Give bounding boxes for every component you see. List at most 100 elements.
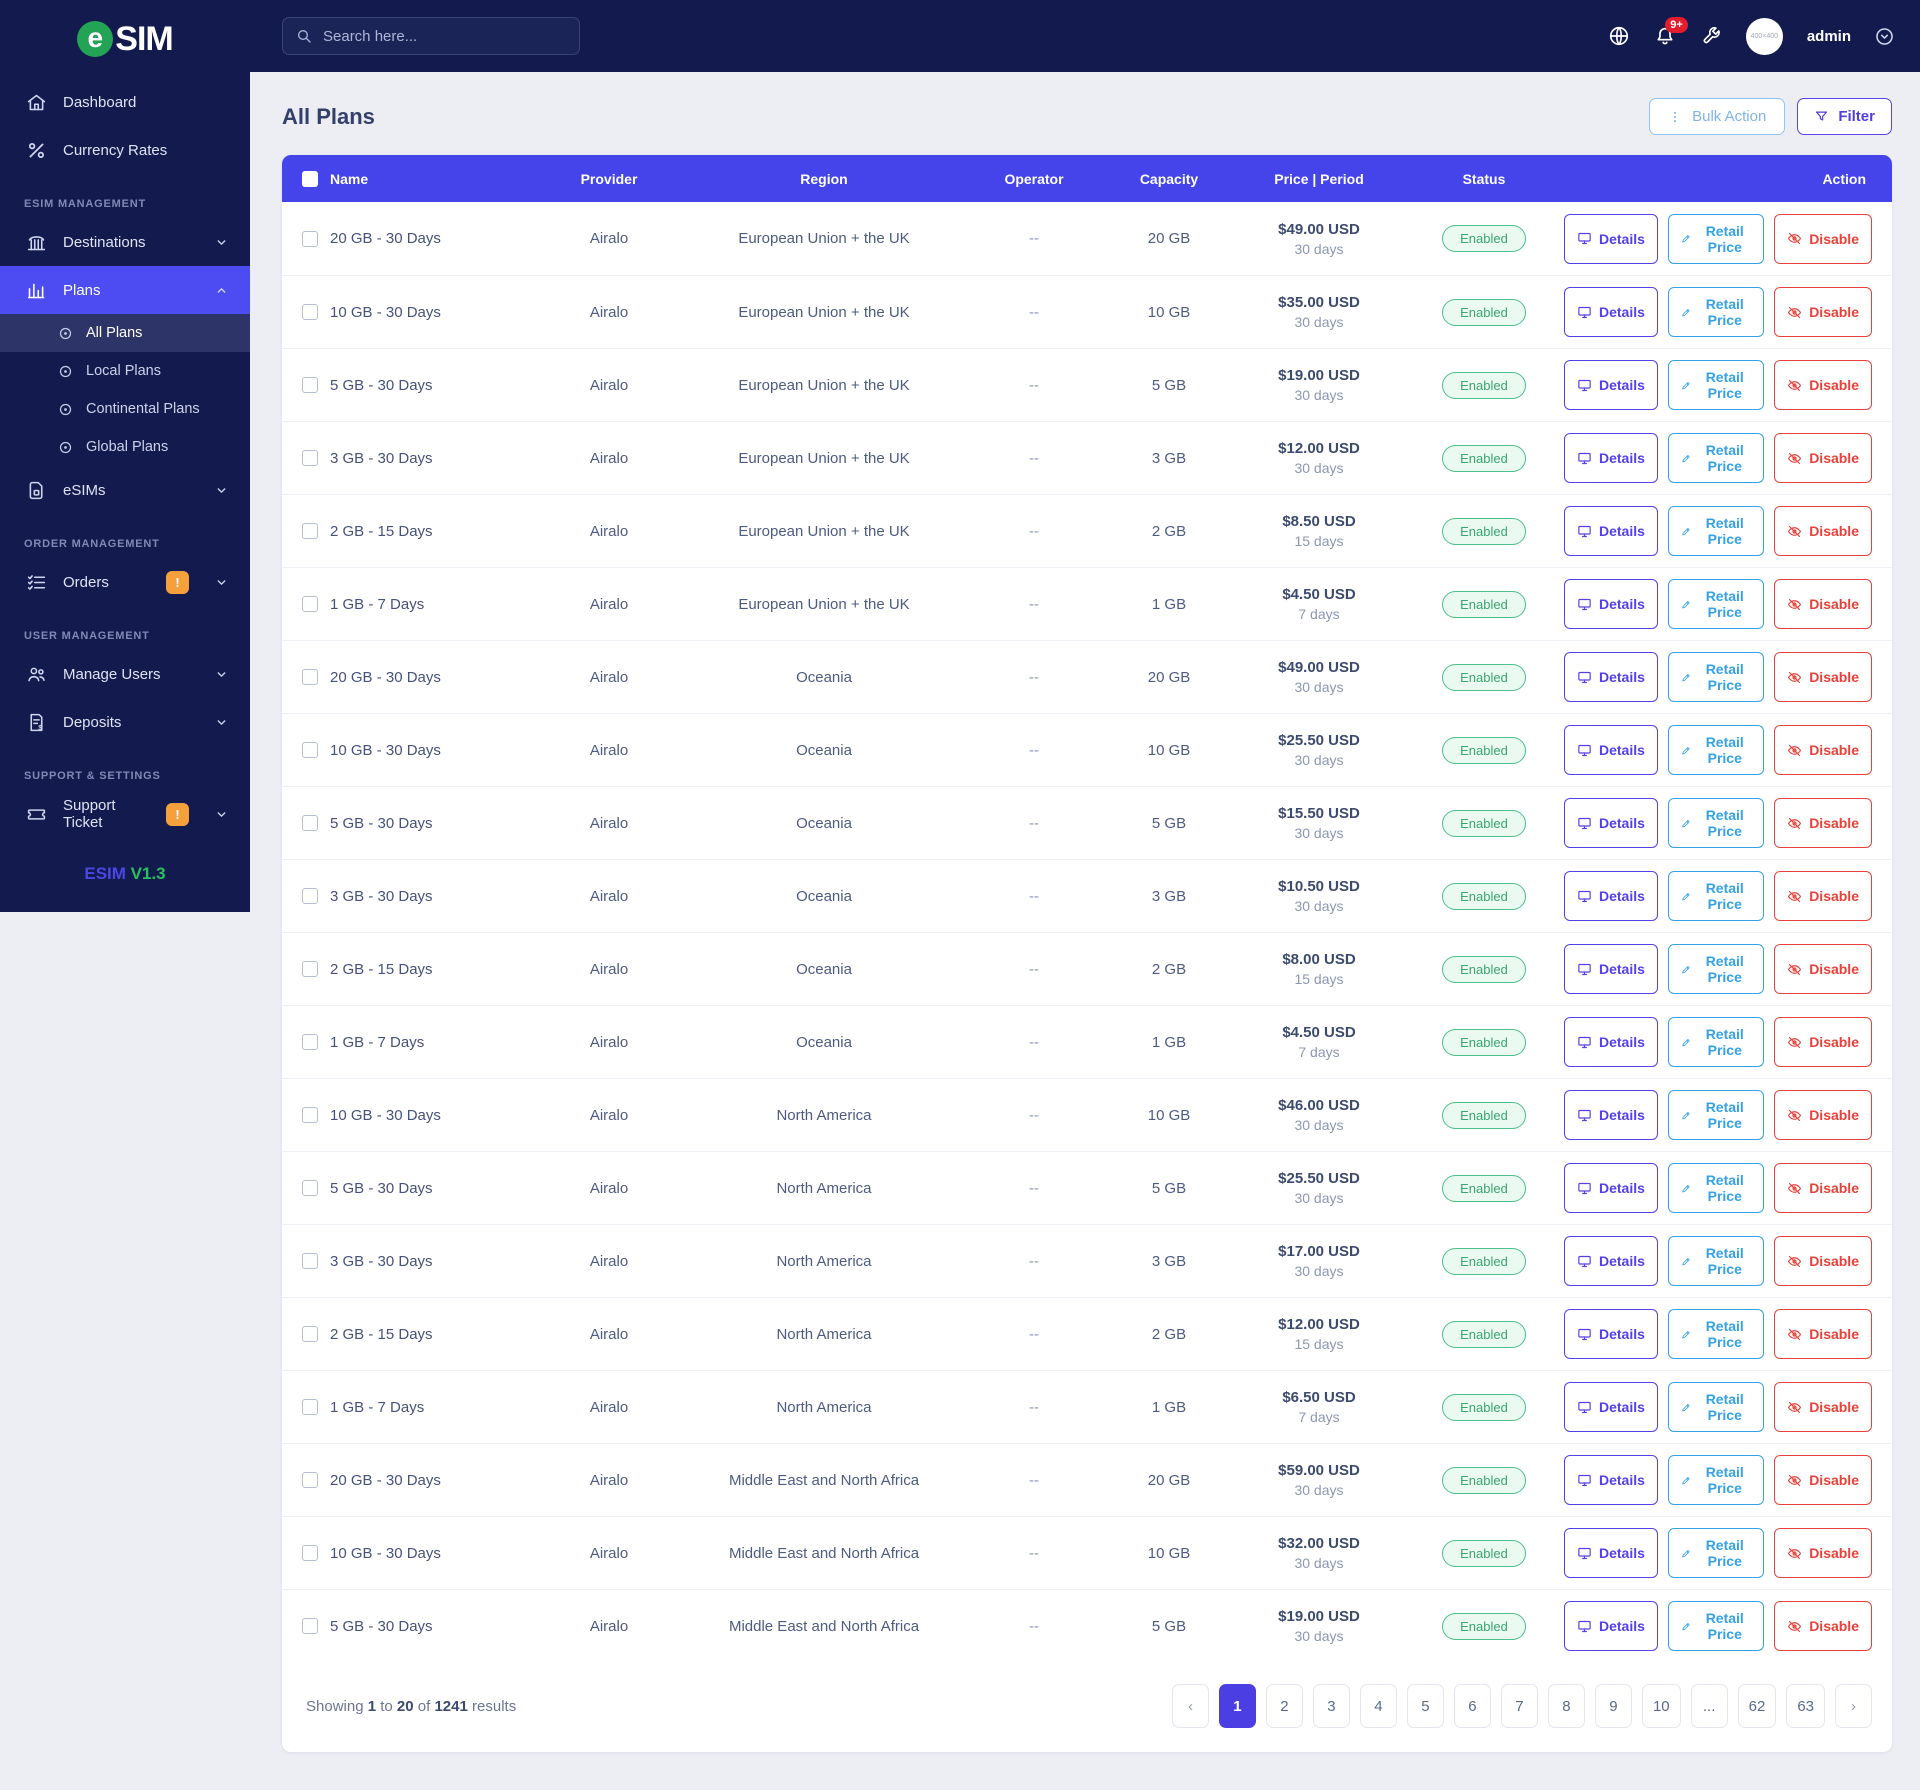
details-button[interactable]: Details: [1564, 1455, 1658, 1505]
details-button[interactable]: Details: [1564, 1236, 1658, 1286]
notifications-button[interactable]: 9+: [1654, 17, 1688, 47]
row-checkbox[interactable]: [302, 1472, 318, 1488]
sidebar-item-support-ticket[interactable]: Support Ticket !: [0, 790, 250, 838]
details-button[interactable]: Details: [1564, 725, 1658, 775]
search-input[interactable]: [282, 17, 580, 55]
disable-button[interactable]: Disable: [1774, 1236, 1872, 1286]
sidebar-item-destinations[interactable]: Destinations: [0, 218, 250, 266]
retail-price-button[interactable]: Retail Price: [1667, 1601, 1765, 1651]
row-checkbox[interactable]: [302, 304, 318, 320]
retail-price-button[interactable]: Retail Price: [1667, 287, 1765, 337]
retail-price-button[interactable]: Retail Price: [1667, 579, 1765, 629]
retail-price-button[interactable]: Retail Price: [1667, 1236, 1765, 1286]
wrench-icon[interactable]: [1700, 25, 1722, 47]
sidebar-item-all-plans[interactable]: All Plans: [0, 314, 250, 352]
row-checkbox[interactable]: [302, 377, 318, 393]
sidebar-item-dashboard[interactable]: Dashboard: [0, 78, 250, 126]
page-button[interactable]: 62: [1737, 1684, 1777, 1728]
sidebar-item-local-plans[interactable]: Local Plans: [0, 352, 250, 390]
disable-button[interactable]: Disable: [1774, 725, 1872, 775]
row-checkbox[interactable]: [302, 1399, 318, 1415]
row-checkbox[interactable]: [302, 742, 318, 758]
page-button[interactable]: 6: [1453, 1684, 1491, 1728]
page-button[interactable]: 4: [1359, 1684, 1397, 1728]
page-button[interactable]: 7: [1500, 1684, 1538, 1728]
details-button[interactable]: Details: [1564, 1017, 1658, 1067]
row-checkbox[interactable]: [302, 523, 318, 539]
disable-button[interactable]: Disable: [1774, 1090, 1872, 1140]
sidebar-item-orders[interactable]: Orders !: [0, 558, 250, 606]
retail-price-button[interactable]: Retail Price: [1667, 1163, 1765, 1213]
page-button[interactable]: 5: [1406, 1684, 1444, 1728]
page-button[interactable]: 2: [1265, 1684, 1303, 1728]
sidebar-item-plans[interactable]: Plans: [0, 266, 250, 314]
retail-price-button[interactable]: Retail Price: [1667, 1090, 1765, 1140]
row-checkbox[interactable]: [302, 961, 318, 977]
sidebar-item-esims[interactable]: eSIMs: [0, 466, 250, 514]
page-button[interactable]: 3: [1312, 1684, 1350, 1728]
details-button[interactable]: Details: [1564, 1382, 1658, 1432]
details-button[interactable]: Details: [1564, 798, 1658, 848]
disable-button[interactable]: Disable: [1774, 1601, 1872, 1651]
row-checkbox[interactable]: [302, 1107, 318, 1123]
disable-button[interactable]: Disable: [1774, 1017, 1872, 1067]
disable-button[interactable]: Disable: [1774, 213, 1872, 264]
retail-price-button[interactable]: Retail Price: [1667, 1309, 1765, 1359]
details-button[interactable]: Details: [1564, 360, 1658, 410]
retail-price-button[interactable]: Retail Price: [1667, 944, 1765, 994]
disable-button[interactable]: Disable: [1774, 798, 1872, 848]
details-button[interactable]: Details: [1564, 433, 1658, 483]
filter-button[interactable]: Filter: [1797, 98, 1892, 135]
details-button[interactable]: Details: [1564, 287, 1658, 337]
details-button[interactable]: Details: [1564, 944, 1658, 994]
retail-price-button[interactable]: Retail Price: [1667, 213, 1765, 264]
details-button[interactable]: Details: [1564, 579, 1658, 629]
retail-price-button[interactable]: Retail Price: [1667, 360, 1765, 410]
row-checkbox[interactable]: [302, 1180, 318, 1196]
disable-button[interactable]: Disable: [1774, 944, 1872, 994]
sidebar-item-continental-plans[interactable]: Continental Plans: [0, 390, 250, 428]
row-checkbox[interactable]: [302, 596, 318, 612]
details-button[interactable]: Details: [1564, 506, 1658, 556]
row-checkbox[interactable]: [302, 450, 318, 466]
disable-button[interactable]: Disable: [1774, 1382, 1872, 1432]
details-button[interactable]: Details: [1564, 652, 1658, 702]
retail-price-button[interactable]: Retail Price: [1667, 1017, 1765, 1067]
retail-price-button[interactable]: Retail Price: [1667, 1528, 1765, 1578]
row-checkbox[interactable]: [302, 669, 318, 685]
select-all-checkbox[interactable]: [302, 170, 318, 187]
details-button[interactable]: Details: [1564, 1163, 1658, 1213]
app-logo[interactable]: e SIM: [0, 0, 250, 78]
page-button[interactable]: ›: [1835, 1684, 1872, 1728]
retail-price-button[interactable]: Retail Price: [1667, 652, 1765, 702]
disable-button[interactable]: Disable: [1774, 1309, 1872, 1359]
username-label[interactable]: admin: [1806, 27, 1851, 45]
row-checkbox[interactable]: [302, 1618, 318, 1634]
details-button[interactable]: Details: [1564, 213, 1658, 264]
retail-price-button[interactable]: Retail Price: [1667, 1382, 1765, 1432]
retail-price-button[interactable]: Retail Price: [1667, 798, 1765, 848]
disable-button[interactable]: Disable: [1774, 360, 1872, 410]
sidebar-item-global-plans[interactable]: Global Plans: [0, 428, 250, 466]
details-button[interactable]: Details: [1564, 871, 1658, 921]
bulk-action-button[interactable]: Bulk Action: [1649, 98, 1786, 135]
page-button[interactable]: ‹: [1171, 1684, 1209, 1728]
sidebar-item-deposits[interactable]: $ Deposits: [0, 698, 250, 746]
disable-button[interactable]: Disable: [1774, 433, 1872, 483]
retail-price-button[interactable]: Retail Price: [1667, 1455, 1765, 1505]
retail-price-button[interactable]: Retail Price: [1667, 871, 1765, 921]
disable-button[interactable]: Disable: [1774, 579, 1872, 629]
disable-button[interactable]: Disable: [1774, 1528, 1872, 1578]
retail-price-button[interactable]: Retail Price: [1667, 725, 1765, 775]
details-button[interactable]: Details: [1564, 1309, 1658, 1359]
page-button[interactable]: 63: [1786, 1684, 1825, 1728]
disable-button[interactable]: Disable: [1774, 506, 1872, 556]
row-checkbox[interactable]: [302, 230, 318, 247]
details-button[interactable]: Details: [1564, 1601, 1658, 1651]
page-button[interactable]: 9: [1594, 1684, 1632, 1728]
details-button[interactable]: Details: [1564, 1090, 1658, 1140]
page-button[interactable]: ...: [1690, 1684, 1728, 1728]
sidebar-item-manage-users[interactable]: Manage Users: [0, 650, 250, 698]
disable-button[interactable]: Disable: [1774, 287, 1872, 337]
row-checkbox[interactable]: [302, 1034, 318, 1050]
